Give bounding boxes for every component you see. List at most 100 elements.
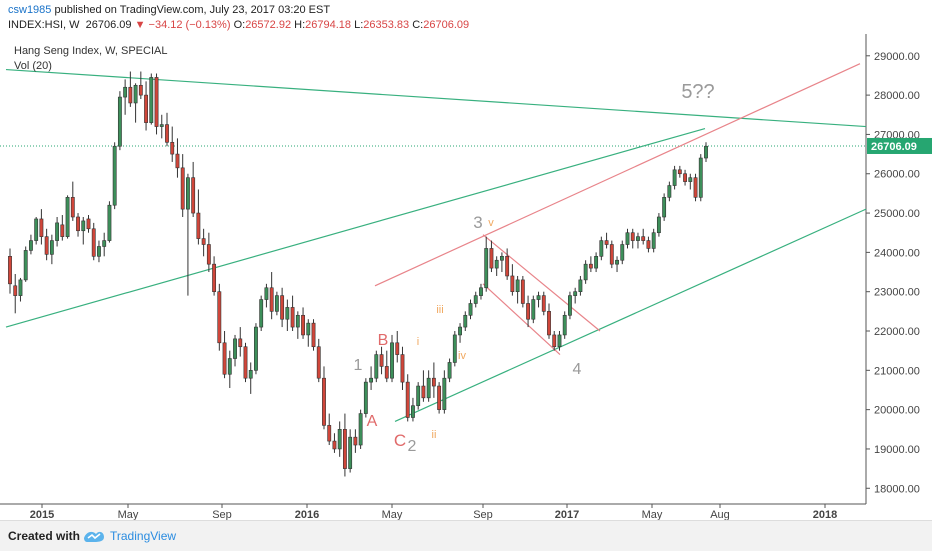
wave-label: C: [394, 431, 406, 450]
candle-body: [34, 218, 39, 241]
candle-body: [107, 204, 112, 241]
candle-body: [641, 236, 646, 241]
candle-body: [222, 342, 227, 375]
candle-body: [149, 77, 154, 123]
y-tick-label: 20000.00: [874, 405, 920, 417]
candle-body: [693, 177, 698, 198]
candle-body: [227, 358, 232, 375]
candle-body: [552, 334, 557, 348]
y-tick-label: 23000.00: [874, 287, 920, 299]
candle-body: [541, 295, 546, 312]
candle-body: [651, 232, 656, 249]
candle-body: [206, 244, 211, 265]
price-chart[interactable]: 18000.00 19000.00 20000.00 21000.00 22000.00…: [0, 34, 932, 521]
candle-body: [363, 381, 368, 414]
x-tick-label: May: [118, 509, 139, 520]
candle-body: [39, 218, 44, 237]
candle-body: [76, 216, 80, 232]
candle-body: [515, 279, 520, 292]
candle-body: [254, 326, 258, 371]
candle-body: [510, 275, 515, 292]
publish-line: csw1985 published on TradingView.com, Ju…: [8, 4, 330, 16]
wave-label: B: [378, 332, 389, 349]
candle-body: [180, 167, 185, 210]
wave-label: 1: [354, 357, 363, 374]
candle-body: [269, 287, 274, 312]
y-tick-label: 25000.00: [874, 208, 920, 220]
candle-body: [625, 232, 630, 245]
tradingview-brand[interactable]: TradingView: [110, 529, 177, 543]
candle-body: [547, 311, 551, 336]
candle-body: [353, 436, 358, 446]
correction-channel-upper: [482, 234, 601, 332]
candle-body: [568, 295, 572, 316]
candle-body: [285, 307, 290, 320]
candle-body: [301, 314, 305, 336]
candle-body: [588, 263, 593, 269]
wave-label: 4: [573, 361, 582, 378]
candle-body: [704, 145, 708, 159]
candle-body: [578, 279, 583, 292]
candle-body: [458, 326, 462, 336]
candle-body: [636, 236, 640, 241]
wave-label: i: [417, 336, 419, 348]
candle-body: [86, 218, 91, 230]
candle-body: [259, 299, 264, 328]
candle-body: [583, 263, 588, 281]
published-text: published on TradingView.com, July 23, 2…: [54, 4, 331, 16]
candle-body: [70, 197, 75, 218]
low-value: 26353.83: [363, 19, 410, 31]
candle-body: [196, 212, 201, 239]
y-tick-label: 28000.00: [874, 90, 920, 102]
last-price-label: 26706.09: [871, 141, 917, 153]
change-value: −34.12 (−0.13%): [148, 19, 231, 31]
candle-body: [447, 362, 452, 379]
candle-body: [358, 413, 363, 446]
candle-body: [400, 354, 405, 383]
publisher-name[interactable]: csw1985: [8, 4, 52, 16]
candle-body: [557, 334, 562, 348]
candle-body: [526, 303, 530, 320]
candle-body: [290, 307, 295, 328]
candle-body: [463, 314, 468, 328]
wave-label: v: [488, 217, 494, 229]
candle-body: [573, 291, 578, 296]
open-label: O:: [233, 19, 246, 31]
candle-body: [295, 314, 300, 328]
candle-body: [416, 385, 421, 407]
outer-channel-line: [5, 127, 706, 328]
candle-body: [374, 354, 379, 379]
y-tick-label: 29000.00: [874, 51, 920, 63]
candle-body: [123, 86, 128, 98]
candle-body: [390, 342, 394, 379]
symbol-label: INDEX:HSI, W: [8, 19, 80, 31]
wave-label: iii: [436, 304, 443, 316]
candle-body: [311, 322, 316, 348]
candle-body: [117, 96, 122, 147]
candle-body: [29, 240, 33, 251]
candle-body: [609, 244, 614, 265]
candle-body: [426, 377, 431, 399]
wave-label: 3: [473, 213, 482, 232]
x-tick-label: Aug: [710, 509, 730, 520]
candle-body: [102, 240, 107, 247]
candle-body: [201, 238, 206, 245]
candle-body: [421, 385, 426, 399]
x-tick-label: 2015: [30, 509, 54, 520]
x-tick-label: 2017: [555, 509, 579, 520]
candle-body: [395, 342, 400, 355]
x-tick-label: 2016: [295, 509, 319, 520]
high-value: 26794.18: [305, 19, 352, 31]
lower-support-line: [394, 208, 867, 422]
candle-body: [494, 259, 499, 269]
candle-body: [473, 295, 478, 304]
candle-body: [677, 169, 682, 175]
x-tick-label: 2018: [813, 509, 837, 520]
candle-body: [322, 377, 326, 426]
chart-area[interactable]: 18000.00 19000.00 20000.00 21000.00 22000.00…: [0, 34, 932, 521]
candle-body: [342, 428, 347, 469]
red-channel-line: [374, 63, 861, 287]
candle-body: [442, 377, 447, 410]
candle-body: [615, 259, 619, 265]
x-tick-label: May: [382, 509, 403, 520]
